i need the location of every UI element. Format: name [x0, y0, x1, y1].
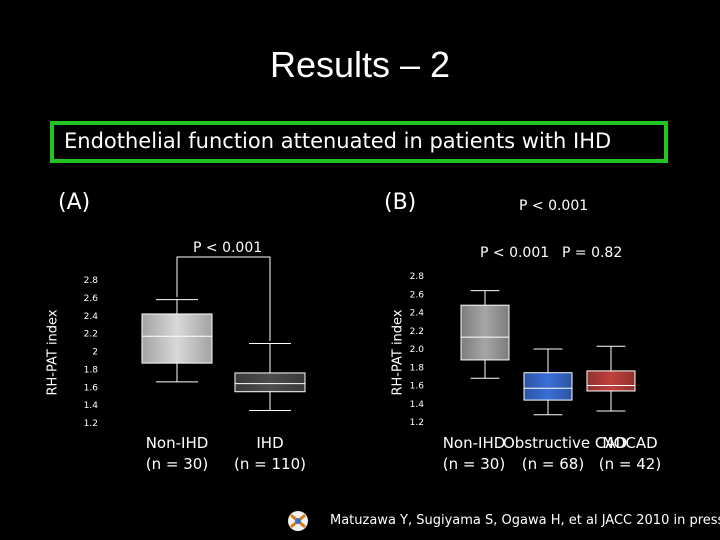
- finding-banner-text: Endothelial function attenuated in patie…: [64, 129, 612, 153]
- citation: Matuzawa Y, Sugiyama S, Ogawa H, et al J…: [330, 513, 720, 528]
- y-tick-label: 2.6: [84, 294, 99, 304]
- box-non-ihd: [460, 304, 510, 361]
- y-tick-label: 1.4: [84, 401, 99, 411]
- box-obstructive-cad: [523, 372, 573, 401]
- y-tick-label: 1.6: [410, 382, 425, 392]
- y-tick-label: 2.2: [410, 327, 424, 337]
- category-n: (n = 30): [442, 455, 506, 473]
- panel-a-p-value: P < 0.001: [193, 240, 263, 256]
- y-tick-label: 1.2: [84, 419, 98, 429]
- slide-title: Results – 2: [269, 44, 451, 85]
- category-name: Non-IHD: [442, 434, 506, 452]
- y-tick-label: 2.4: [84, 312, 99, 322]
- panel-b-ylabel: RH-PAT index: [390, 309, 406, 396]
- panel-a-category-ihd: IHD (n = 110): [220, 433, 320, 475]
- panel-b-category-nocad: NOCAD (n = 42): [590, 433, 670, 475]
- y-tick-label: 2.6: [410, 290, 425, 300]
- panel-a-label: (A): [58, 190, 91, 215]
- y-tick-label: 2.0: [410, 345, 425, 355]
- category-name: Obstructive CAD: [503, 434, 628, 452]
- box-ihd: [234, 372, 306, 393]
- y-tick-label: 2.2: [84, 330, 98, 340]
- category-n: (n = 110): [234, 455, 306, 473]
- y-tick-label: 1.8: [84, 365, 99, 375]
- panel-b-p-value-overall: P < 0.001: [519, 198, 589, 214]
- box-non-ihd: [141, 313, 213, 364]
- panel-b-label: (B): [384, 190, 417, 215]
- category-name: IHD: [256, 434, 284, 452]
- y-tick-label: 1.8: [410, 363, 425, 373]
- category-n: (n = 30): [145, 455, 209, 473]
- category-name: NOCAD: [602, 434, 658, 452]
- panel-b-category-obstructive-cad: Obstructive CAD (n = 68): [503, 433, 628, 475]
- panel-b-p-value-nocad: P = 0.82: [562, 245, 623, 261]
- logo-icon: [287, 510, 309, 532]
- y-tick-label: 2.8: [410, 272, 425, 282]
- category-n: (n = 42): [598, 455, 662, 473]
- y-tick-label: 2: [92, 348, 98, 358]
- panel-b-p-value-cad: P < 0.001: [480, 245, 550, 261]
- panel-a-ylabel: RH-PAT index: [45, 309, 61, 396]
- y-tick-label: 1.6: [84, 383, 99, 393]
- box-nocad: [586, 370, 636, 392]
- y-tick-label: 1.2: [410, 418, 424, 428]
- y-tick-label: 1.4: [410, 400, 425, 410]
- category-name: Non-IHD: [145, 434, 209, 452]
- category-n: (n = 68): [521, 455, 585, 473]
- y-tick-label: 2.8: [84, 276, 99, 286]
- finding-banner: Endothelial function attenuated in patie…: [50, 121, 668, 163]
- panel-a-category-non-ihd: Non-IHD (n = 30): [127, 433, 227, 475]
- panel-b-category-non-ihd: Non-IHD (n = 30): [436, 433, 512, 475]
- y-tick-label: 2.4: [410, 309, 425, 319]
- significance-bracket: [176, 256, 271, 341]
